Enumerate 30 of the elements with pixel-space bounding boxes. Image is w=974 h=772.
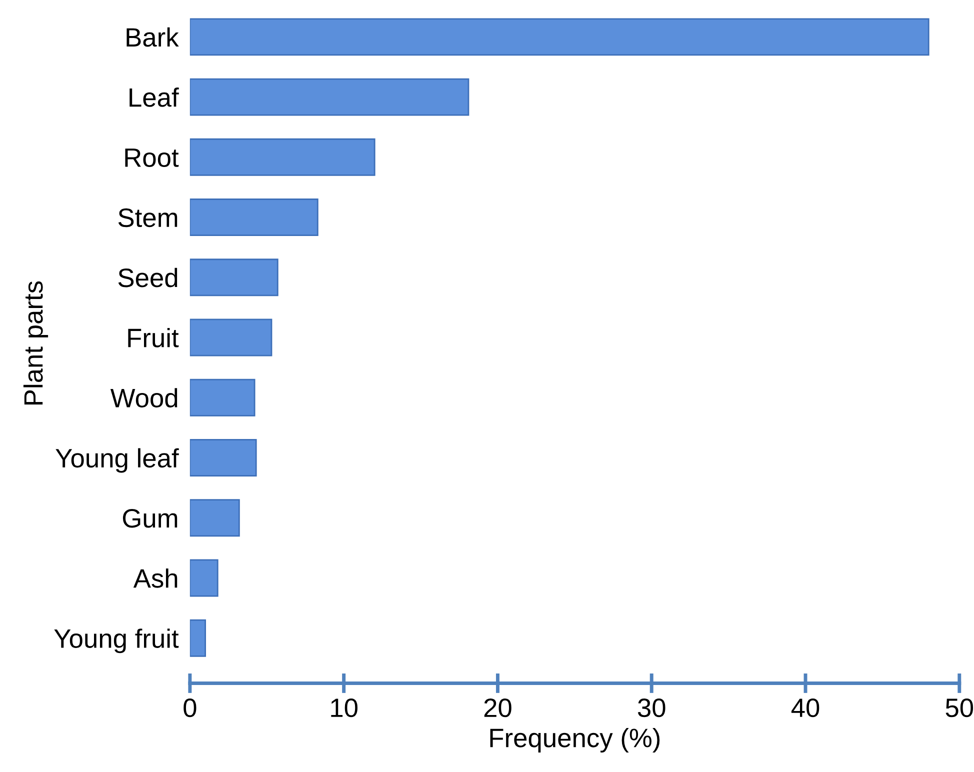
bar bbox=[190, 559, 218, 597]
y-axis-title: Plant parts bbox=[23, 281, 48, 404]
x-axis-title: Frequency (%) bbox=[490, 728, 660, 753]
y-tick-label: Bark bbox=[126, 27, 179, 47]
x-tick-label: 50 bbox=[946, 698, 974, 718]
y-tick-label: Stem bbox=[118, 208, 178, 228]
bar bbox=[190, 78, 470, 116]
bar bbox=[190, 138, 376, 176]
bar bbox=[190, 499, 240, 537]
y-tick-label: Young fruit bbox=[54, 628, 179, 654]
x-tick-label: 0 bbox=[184, 698, 196, 718]
x-tick-label: 10 bbox=[331, 698, 358, 718]
y-tick-label: Ash bbox=[133, 568, 178, 588]
bar bbox=[190, 318, 272, 356]
y-tick-label: Fruit bbox=[128, 328, 179, 348]
y-tick-label: Root bbox=[125, 148, 179, 167]
x-tick-label: 20 bbox=[484, 698, 512, 718]
y-tick-label: Leaf bbox=[130, 88, 179, 107]
bar bbox=[190, 258, 278, 296]
y-tick-label: Young leaf bbox=[56, 448, 179, 473]
bar bbox=[190, 378, 256, 416]
x-tick-label: 30 bbox=[638, 698, 666, 718]
bar bbox=[190, 18, 930, 56]
bar bbox=[190, 619, 206, 657]
bar bbox=[190, 439, 257, 476]
bar bbox=[190, 198, 318, 236]
y-tick-label: Gum bbox=[122, 509, 178, 528]
x-tick-label: 40 bbox=[791, 698, 820, 718]
y-tick-label: Seed bbox=[118, 268, 178, 288]
y-tick-label: Wood bbox=[110, 388, 178, 408]
